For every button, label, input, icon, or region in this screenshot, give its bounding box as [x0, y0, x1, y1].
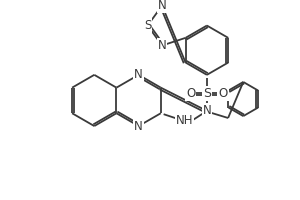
- Text: N: N: [134, 120, 143, 133]
- Text: O: O: [186, 87, 195, 100]
- Text: S: S: [144, 19, 151, 32]
- Text: N: N: [158, 39, 167, 52]
- Text: N: N: [134, 68, 143, 81]
- Text: N: N: [202, 104, 211, 117]
- Text: N: N: [158, 0, 167, 12]
- Text: NH: NH: [176, 114, 193, 127]
- Text: S: S: [203, 87, 211, 100]
- Text: O: O: [218, 87, 228, 100]
